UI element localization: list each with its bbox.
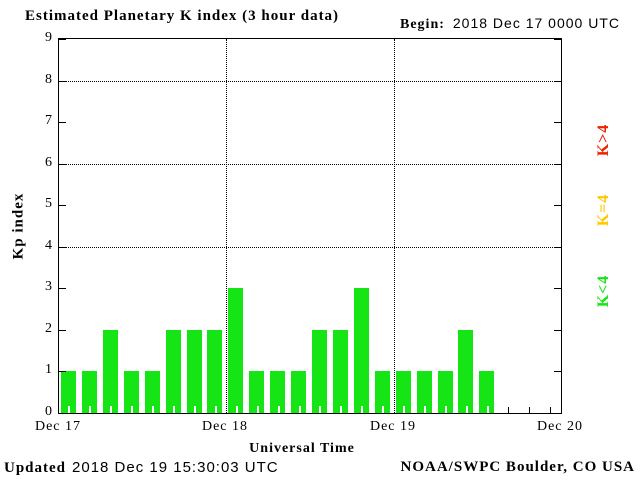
y-tick-label: 4 — [45, 238, 52, 253]
y-tick — [59, 246, 66, 248]
y-tick — [59, 39, 66, 40]
x-tick — [466, 406, 468, 413]
legend-k-lt-4: K<4 — [595, 274, 612, 308]
x-tick — [236, 406, 238, 413]
grid-line-y8 — [59, 80, 561, 82]
x-tick — [445, 406, 447, 413]
x-axis-title: Universal Time — [249, 441, 355, 456]
y-tick — [59, 371, 66, 373]
x-tick — [487, 406, 489, 413]
x-tick — [89, 406, 91, 413]
updated-value: 2018 Dec 19 15:30:03 UTC — [72, 459, 279, 476]
y-tick-label: 1 — [45, 362, 52, 377]
chart-title: Estimated Planetary K index (3 hour data… — [25, 8, 340, 24]
kp-bar — [312, 330, 327, 413]
y-tick — [554, 371, 561, 373]
x-tick — [382, 406, 384, 413]
day-boundary-line — [226, 39, 227, 413]
y-tick — [554, 329, 561, 331]
plot-area — [58, 38, 562, 414]
kp-bar — [82, 371, 97, 413]
kp-bar — [438, 371, 453, 413]
kp-bar — [103, 330, 118, 413]
kp-bar — [291, 371, 306, 413]
grid-line-y6 — [59, 163, 561, 165]
begin-timestamp: Begin: 2018 Dec 17 0000 UTC — [400, 15, 620, 33]
x-tick — [68, 406, 70, 413]
y-tick — [554, 205, 561, 207]
y-tick — [554, 288, 561, 290]
legend-k-eq-4: K=4 — [595, 193, 612, 227]
day-boundary-line — [394, 39, 395, 413]
x-tick — [173, 406, 175, 413]
kp-bar — [207, 330, 222, 413]
x-tick — [152, 406, 154, 413]
y-tick — [554, 163, 561, 165]
updated-timestamp: Updated 2018 Dec 19 15:30:03 UTC — [4, 459, 279, 477]
y-tick-label: 3 — [45, 279, 52, 294]
kp-bar — [187, 330, 202, 413]
x-tick — [340, 406, 342, 413]
kp-bar — [145, 371, 160, 413]
kp-bar — [124, 371, 139, 413]
x-tick — [403, 406, 405, 413]
y-tick-label: 9 — [45, 30, 52, 45]
x-tick — [278, 406, 280, 413]
x-tick-label: Dec 20 — [536, 419, 584, 434]
kp-bar — [270, 371, 285, 413]
kp-bar — [396, 371, 411, 413]
y-tick — [59, 288, 66, 290]
kp-bar — [479, 371, 494, 413]
y-tick — [554, 80, 561, 82]
credit-text: NOAA/SWPC Boulder, CO USA — [400, 459, 635, 475]
y-tick-label: 7 — [45, 113, 52, 128]
x-tick — [529, 407, 530, 413]
y-tick — [554, 122, 561, 124]
y-tick — [59, 205, 66, 207]
x-tick-label: Dec 18 — [201, 419, 249, 434]
kp-bar — [354, 288, 369, 413]
kp-bar — [249, 371, 264, 413]
x-tick-label: Dec 19 — [369, 419, 417, 434]
x-tick — [508, 407, 509, 413]
y-tick — [59, 80, 66, 82]
y-tick-label: 6 — [45, 155, 52, 170]
begin-value: 2018 Dec 17 0000 UTC — [452, 15, 620, 31]
updated-label: Updated — [4, 460, 67, 476]
x-tick — [110, 406, 112, 413]
kp-bar — [333, 330, 348, 413]
y-tick-label: 5 — [45, 196, 52, 211]
y-axis-title: Kp index — [10, 192, 27, 260]
kp-bar — [61, 371, 76, 413]
x-tick — [424, 406, 426, 413]
x-tick — [257, 406, 259, 413]
y-tick — [59, 163, 66, 165]
kp-bar — [375, 371, 390, 413]
x-tick — [215, 406, 217, 413]
y-tick — [554, 39, 561, 40]
y-tick — [59, 329, 66, 331]
legend-k-gt-4: K>4 — [595, 123, 612, 157]
x-tick — [361, 406, 363, 413]
kp-bar — [228, 288, 243, 413]
x-tick — [319, 406, 321, 413]
x-tick — [194, 406, 196, 413]
y-tick — [59, 122, 66, 124]
x-tick-label: Dec 17 — [34, 419, 82, 434]
x-tick — [550, 407, 551, 413]
begin-label: Begin: — [400, 17, 445, 32]
y-tick-label: 2 — [45, 321, 52, 336]
x-tick — [299, 406, 301, 413]
kp-bar — [166, 330, 181, 413]
grid-line-y4 — [59, 246, 561, 248]
kp-bar — [458, 330, 473, 413]
y-tick-label: 0 — [45, 404, 52, 419]
y-tick — [554, 246, 561, 248]
kp-bar — [417, 371, 432, 413]
x-tick — [131, 406, 133, 413]
y-tick-label: 8 — [45, 72, 52, 87]
